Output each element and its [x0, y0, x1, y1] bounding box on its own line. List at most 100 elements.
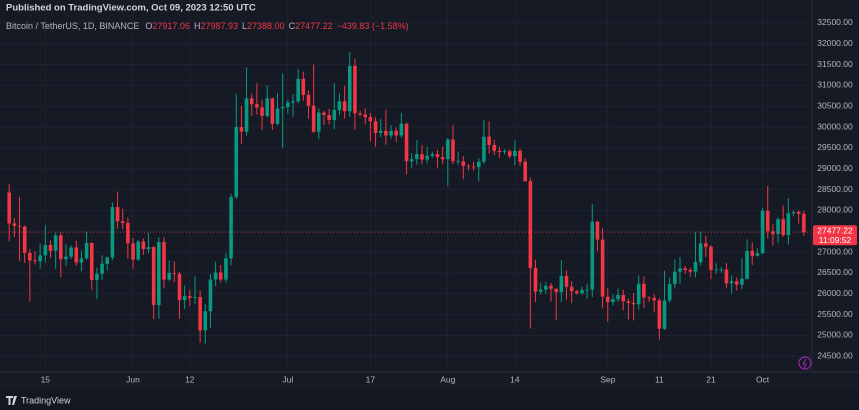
candle-body [745, 250, 749, 279]
candle-body [291, 101, 295, 103]
candle-body [518, 150, 522, 162]
candle-body [146, 247, 151, 250]
candle-body [389, 130, 393, 136]
countdown-label: 11:09:52 [819, 235, 852, 245]
candle-body [538, 289, 543, 292]
candle-body [415, 154, 419, 160]
candle-body [605, 296, 610, 303]
candle-body [131, 243, 135, 260]
icon-bolt[interactable] [802, 358, 807, 369]
x-tick-label: 21 [706, 374, 716, 384]
candle-body [105, 257, 110, 264]
candle-body [554, 288, 558, 293]
x-tick-label: Oct [756, 374, 770, 384]
symbol-title: Bitcoin / TetherUS, 1D, BINANCE [6, 21, 139, 31]
candle-body [590, 221, 595, 290]
candle-body [662, 300, 667, 329]
y-tick-label: 29000.00 [817, 163, 853, 173]
candles [7, 52, 806, 344]
candle-body [471, 166, 476, 168]
candle-body [673, 271, 677, 285]
candle-body [507, 151, 512, 157]
candle-body [193, 297, 197, 298]
y-tick-label: 28000.00 [817, 205, 853, 215]
candle-body [260, 107, 264, 116]
candle-body [136, 241, 140, 260]
candle-body [776, 219, 780, 235]
y-tick-label: 29500.00 [817, 142, 853, 152]
candle-body [64, 256, 68, 260]
candle-body [724, 269, 729, 284]
x-tick-label: 15 [41, 374, 51, 384]
candle-body [786, 213, 791, 235]
candle-body [466, 165, 471, 167]
candle-body [404, 123, 409, 162]
candle-body [239, 127, 244, 132]
candle-body [358, 113, 362, 115]
candle-body [84, 242, 89, 259]
candle-body [203, 311, 208, 331]
candle-body [693, 262, 698, 272]
candle-body [575, 291, 579, 294]
published-note: Published on TradingView.com, Oct 09, 20… [6, 3, 256, 14]
candle-body [69, 247, 73, 257]
candle-body [791, 212, 796, 214]
candle-body [115, 207, 120, 222]
y-tick-label: 32000.00 [817, 38, 853, 48]
candle-body [363, 114, 368, 118]
candle-body [533, 267, 538, 292]
candle-body [497, 150, 502, 153]
price-tag-label: 27477.22 [817, 225, 853, 235]
candle-body [750, 250, 755, 256]
candle-body [311, 105, 316, 132]
legend-key: C [289, 21, 296, 31]
candle-body [275, 108, 280, 124]
candle-body [332, 110, 337, 120]
candle-body [714, 269, 718, 271]
y-tick-label: 25500.00 [817, 309, 853, 319]
candle-body [255, 104, 259, 108]
candle-body [286, 102, 290, 108]
candle-body [38, 255, 42, 262]
legend-value: 27388.00 [247, 21, 285, 31]
candle-body [740, 278, 744, 285]
legend-key: L [242, 21, 247, 31]
candle-body [208, 279, 213, 312]
y-tick-label: 26500.00 [817, 267, 853, 277]
icon-circle[interactable] [798, 356, 812, 370]
candle-body [198, 297, 202, 331]
candle-body [265, 98, 269, 116]
candle-body [729, 281, 734, 284]
candle-body [120, 221, 125, 223]
candle-body [337, 101, 342, 110]
candle-body [564, 275, 569, 287]
candle-body [162, 242, 166, 280]
y-tick-label: 31500.00 [817, 59, 853, 69]
candle-body [492, 145, 497, 151]
candle-body [394, 130, 398, 136]
candle-body [549, 285, 553, 289]
candle-body [523, 161, 527, 182]
candle-body [177, 273, 182, 300]
candle-body [652, 297, 656, 301]
candle-body [33, 260, 37, 262]
candle-body [487, 136, 491, 145]
candle-body [322, 112, 326, 115]
candle-body [342, 101, 347, 112]
candle-body [688, 270, 693, 272]
candle-body [43, 245, 48, 256]
y-tick-label: 24500.00 [817, 351, 853, 361]
replay-icon[interactable] [798, 356, 812, 370]
candle-body [461, 161, 466, 166]
candle-body [188, 296, 192, 298]
candle-body [22, 226, 27, 253]
candle-body [59, 235, 63, 260]
candle-body [12, 223, 17, 226]
candle-body [709, 246, 713, 270]
candle-body [611, 299, 615, 303]
candle-body [373, 121, 378, 133]
legend-value: 27477.22 [295, 21, 333, 31]
